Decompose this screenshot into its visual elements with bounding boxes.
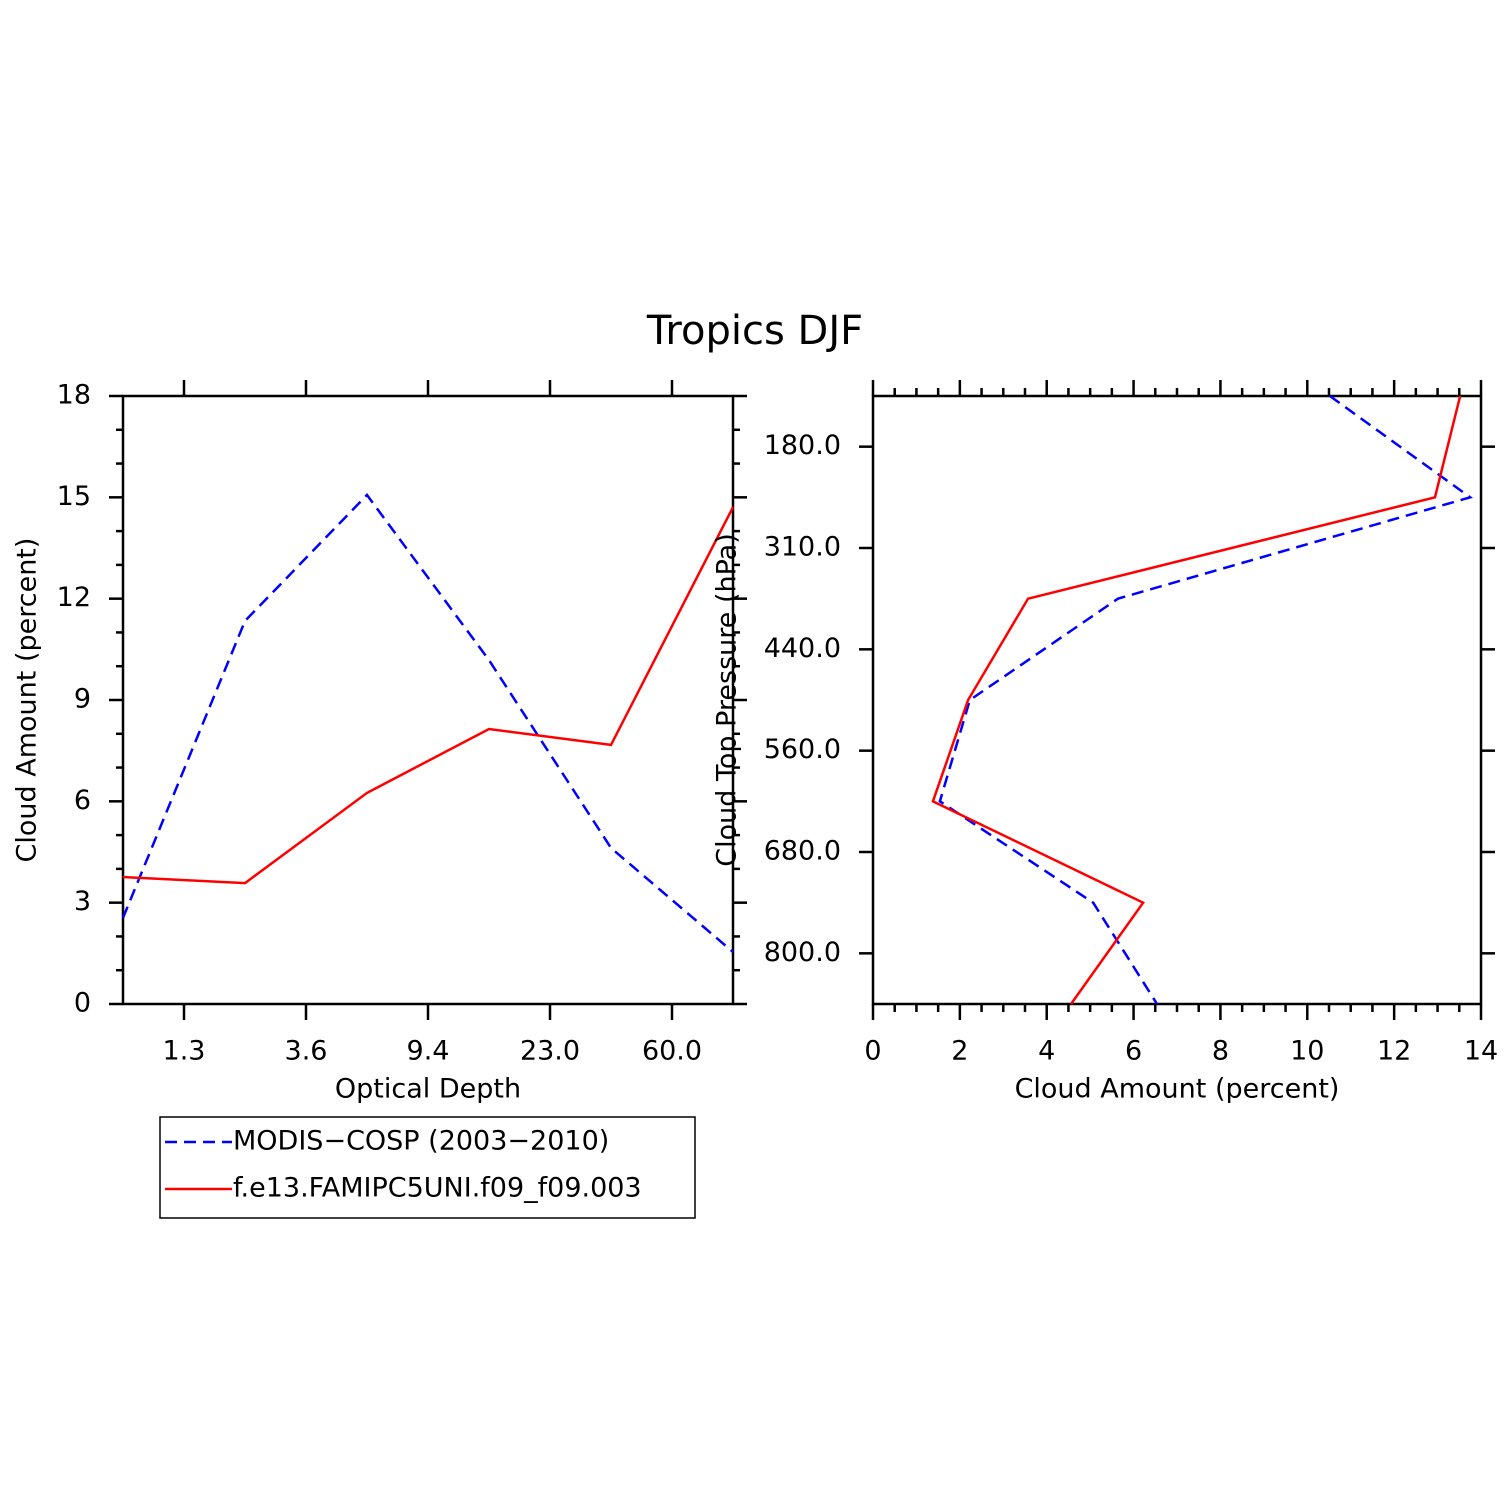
series-line [938, 394, 1473, 1005]
plot-frame [871, 394, 1483, 1006]
y-tick-label: 560.0 [764, 734, 841, 765]
y-tick-label: 310.0 [764, 532, 841, 563]
x-axis-title: Optical Depth [335, 1074, 521, 1105]
x-tick-label: 14 [1464, 1036, 1498, 1067]
x-tick-label: 1.3 [163, 1036, 206, 1067]
x-tick-label: 23.0 [520, 1036, 580, 1067]
x-tick-label: 3.6 [285, 1036, 328, 1067]
x-tick-label: 60.0 [642, 1036, 702, 1067]
y-tick-label: 6 [74, 785, 91, 816]
x-tick-label: 6 [1125, 1036, 1142, 1067]
y-axis-title: Cloud Top Pressure (hPa) [712, 533, 743, 867]
series-line [121, 493, 734, 953]
y-tick-label: 15 [57, 481, 91, 512]
x-tick-label: 9.4 [407, 1036, 450, 1067]
x-axis-title: Cloud Amount (percent) [1015, 1074, 1340, 1105]
x-tick-label: 2 [951, 1036, 968, 1067]
chart-title: Tropics DJF [646, 308, 863, 354]
y-axis-title: Cloud Amount (percent) [12, 538, 43, 863]
x-tick-label: 12 [1377, 1036, 1411, 1067]
legend-label: MODIS−COSP (2003−2010) [233, 1126, 609, 1157]
y-tick-label: 800.0 [764, 937, 841, 968]
series-line [931, 395, 1462, 1005]
y-tick-label: 180.0 [764, 430, 841, 461]
x-tick-label: 4 [1038, 1036, 1055, 1067]
y-tick-label: 3 [74, 886, 91, 917]
x-tick-label: 10 [1290, 1036, 1324, 1067]
legend-label: f.e13.FAMIPC5UNI.f09_f09.003 [233, 1173, 642, 1204]
y-tick-label: 12 [57, 582, 91, 613]
y-tick-label: 0 [74, 988, 91, 1019]
legend-box [159, 1116, 696, 1219]
y-tick-label: 440.0 [764, 633, 841, 664]
series-line [122, 506, 735, 885]
y-tick-label: 9 [74, 684, 91, 715]
x-tick-label: 0 [864, 1036, 881, 1067]
y-tick-label: 680.0 [764, 836, 841, 867]
y-tick-label: 18 [57, 380, 91, 411]
plot-frame [121, 394, 735, 1006]
x-tick-label: 8 [1212, 1036, 1229, 1067]
